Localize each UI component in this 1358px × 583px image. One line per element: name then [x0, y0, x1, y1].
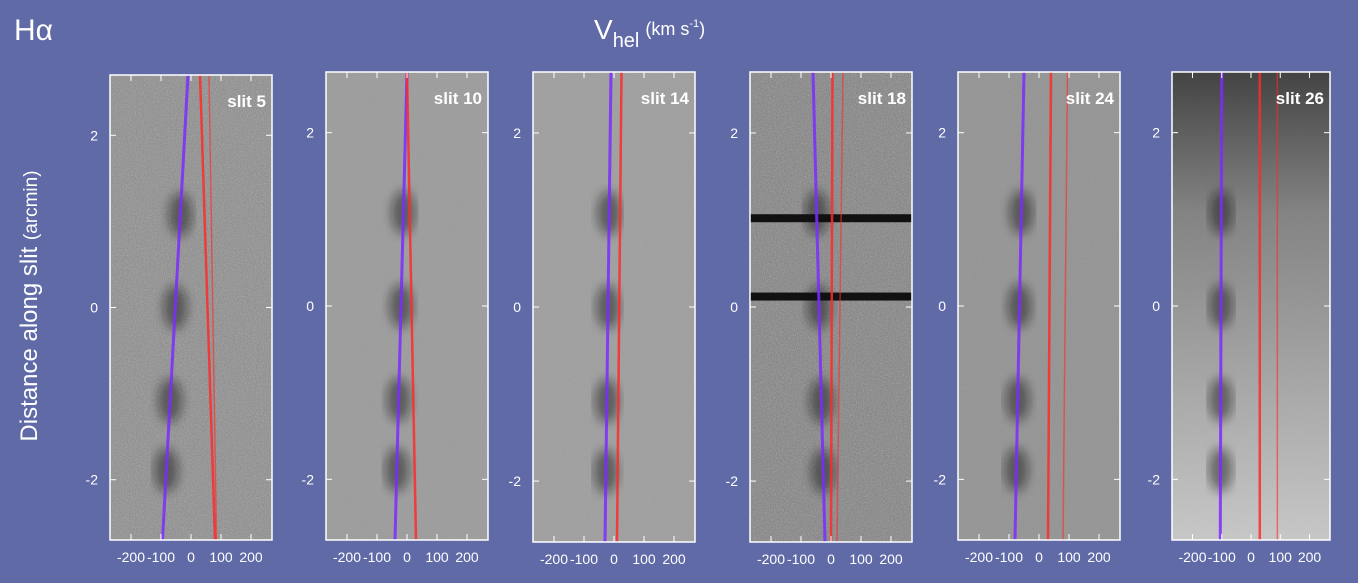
x-tick-label: 100	[425, 549, 449, 565]
blue-velocity-line	[161, 74, 190, 541]
x-tick-label: -100	[787, 551, 815, 567]
x-tick-label: 100	[849, 551, 873, 567]
x-tick-label: -200	[965, 549, 993, 565]
y-tick-label: -2	[302, 471, 315, 487]
x-tick-label: 200	[662, 551, 686, 567]
y-tick-label: -2	[509, 473, 522, 489]
y-tick-label: 0	[938, 298, 946, 314]
slit-label: slit 5	[227, 92, 266, 111]
red-velocity-line	[1046, 71, 1053, 541]
x-tick-label: 0	[1035, 549, 1043, 565]
red-velocity-line	[198, 74, 217, 541]
y-tick-label: -2	[86, 472, 99, 488]
x-tick-label: -200	[540, 551, 568, 567]
x-tick-label: -100	[147, 549, 175, 565]
x-tick-label: 100	[1057, 549, 1081, 565]
slit-panel: -200 -100 0 100 200 -2 0 2 slit 18	[726, 71, 913, 567]
x-tick-label: -100	[363, 549, 391, 565]
y-tick-label: 2	[730, 125, 738, 141]
x-tick-label: 0	[1247, 549, 1255, 565]
panel-noise	[958, 72, 1120, 540]
x-tick-label: -100	[995, 549, 1023, 565]
x-tick-label: 200	[1298, 549, 1322, 565]
panel-noise	[1172, 72, 1330, 540]
y-tick-label: 2	[1152, 125, 1160, 141]
blue-velocity-line	[811, 71, 827, 543]
y-tick-label: 2	[938, 125, 946, 141]
emission-line-label: Hα	[14, 14, 54, 47]
y-tick-label: 2	[513, 125, 521, 141]
y-tick-label: 0	[306, 298, 314, 314]
x-tick-label: 200	[455, 549, 479, 565]
x-tick-label: 100	[1269, 549, 1293, 565]
slit-label: slit 18	[858, 89, 906, 108]
y-tick-label: -2	[934, 471, 947, 487]
y-tick-label: -2	[726, 473, 739, 489]
red-velocity-line	[829, 71, 834, 543]
x-tick-label: 200	[879, 551, 903, 567]
x-tick-label: 0	[610, 551, 618, 567]
slit-panel: -200 -100 0 100 200 -2 0 2 slit 14	[509, 71, 696, 567]
x-tick-label: -200	[117, 549, 145, 565]
x-tick-label: -100	[1208, 549, 1236, 565]
x-tick-label: 0	[187, 549, 195, 565]
x-tick-label: 100	[209, 549, 233, 565]
slit-label: slit 14	[641, 89, 690, 108]
slit-label: slit 10	[434, 89, 482, 108]
x-tick-label: -100	[570, 551, 598, 567]
red-velocity-line-2	[208, 74, 218, 541]
red-velocity-line-2	[1062, 71, 1069, 541]
slit-label: slit 26	[1276, 89, 1324, 108]
x-tick-label: -200	[757, 551, 785, 567]
y-tick-label: 0	[513, 299, 521, 315]
blue-velocity-line	[393, 71, 409, 541]
blue-velocity-line	[1013, 71, 1026, 541]
y-tick-label: 0	[1152, 298, 1160, 314]
blue-velocity-line	[1218, 71, 1224, 541]
x-tick-label: 100	[632, 551, 656, 567]
red-velocity-line	[615, 71, 623, 543]
x-axis-title: Vhel(km s-1)	[594, 14, 706, 52]
slit-panel: -200 -100 0 100 200 -2 0 2 slit 26	[1148, 71, 1331, 565]
x-tick-label: -200	[1178, 549, 1206, 565]
x-tick-label: 0	[827, 551, 835, 567]
slit-panel: -200 -100 0 100 200 -2 0 2 slit 5	[86, 74, 273, 565]
y-tick-label: 2	[90, 127, 98, 143]
x-tick-label: 0	[403, 549, 411, 565]
panel-noise	[110, 75, 272, 540]
slit-panel: -200 -100 0 100 200 -2 0 2 slit 24	[934, 71, 1121, 565]
red-velocity-line	[405, 71, 418, 541]
x-tick-label: -200	[333, 549, 361, 565]
slit-panel: -200 -100 0 100 200 -2 0 2 slit 10	[302, 71, 489, 565]
red-velocity-line-2	[836, 71, 844, 543]
y-tick-label: 0	[730, 299, 738, 315]
blue-velocity-line	[603, 71, 613, 543]
y-tick-label: 0	[90, 300, 98, 316]
y-tick-label: 2	[306, 125, 314, 141]
x-tick-label: 200	[239, 549, 263, 565]
y-tick-label: -2	[1148, 471, 1161, 487]
x-tick-label: 200	[1087, 549, 1111, 565]
slit-label: slit 24	[1066, 89, 1115, 108]
